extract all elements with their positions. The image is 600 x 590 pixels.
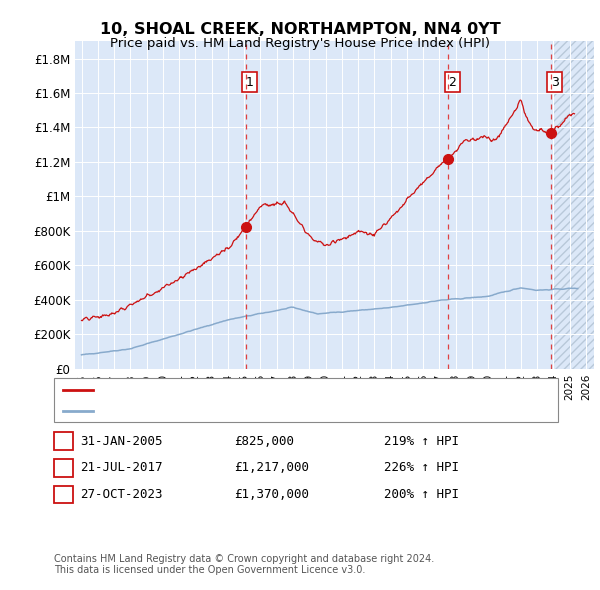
Text: 226% ↑ HPI: 226% ↑ HPI	[384, 461, 459, 474]
Text: 3: 3	[59, 488, 68, 501]
Text: Contains HM Land Registry data © Crown copyright and database right 2024.
This d: Contains HM Land Registry data © Crown c…	[54, 553, 434, 575]
Text: 2: 2	[59, 461, 68, 474]
Text: 219% ↑ HPI: 219% ↑ HPI	[384, 435, 459, 448]
Text: 10, SHOAL CREEK, NORTHAMPTON, NN4 0YT (detached house): 10, SHOAL CREEK, NORTHAMPTON, NN4 0YT (d…	[97, 385, 447, 395]
Text: HPI: Average price, detached house, West Northamptonshire: HPI: Average price, detached house, West…	[97, 406, 436, 416]
Text: 27-OCT-2023: 27-OCT-2023	[80, 488, 163, 501]
Text: 10, SHOAL CREEK, NORTHAMPTON, NN4 0YT: 10, SHOAL CREEK, NORTHAMPTON, NN4 0YT	[100, 22, 500, 37]
Text: 31-JAN-2005: 31-JAN-2005	[80, 435, 163, 448]
Text: 200% ↑ HPI: 200% ↑ HPI	[384, 488, 459, 501]
Text: 1: 1	[59, 435, 68, 448]
Text: 3: 3	[551, 76, 559, 88]
Text: £1,217,000: £1,217,000	[234, 461, 309, 474]
Text: 1: 1	[245, 76, 254, 88]
Text: 21-JUL-2017: 21-JUL-2017	[80, 461, 163, 474]
Text: £825,000: £825,000	[234, 435, 294, 448]
Text: Price paid vs. HM Land Registry's House Price Index (HPI): Price paid vs. HM Land Registry's House …	[110, 37, 490, 50]
Text: £1,370,000: £1,370,000	[234, 488, 309, 501]
Bar	[553, 41, 594, 369]
Text: 2: 2	[449, 76, 457, 88]
